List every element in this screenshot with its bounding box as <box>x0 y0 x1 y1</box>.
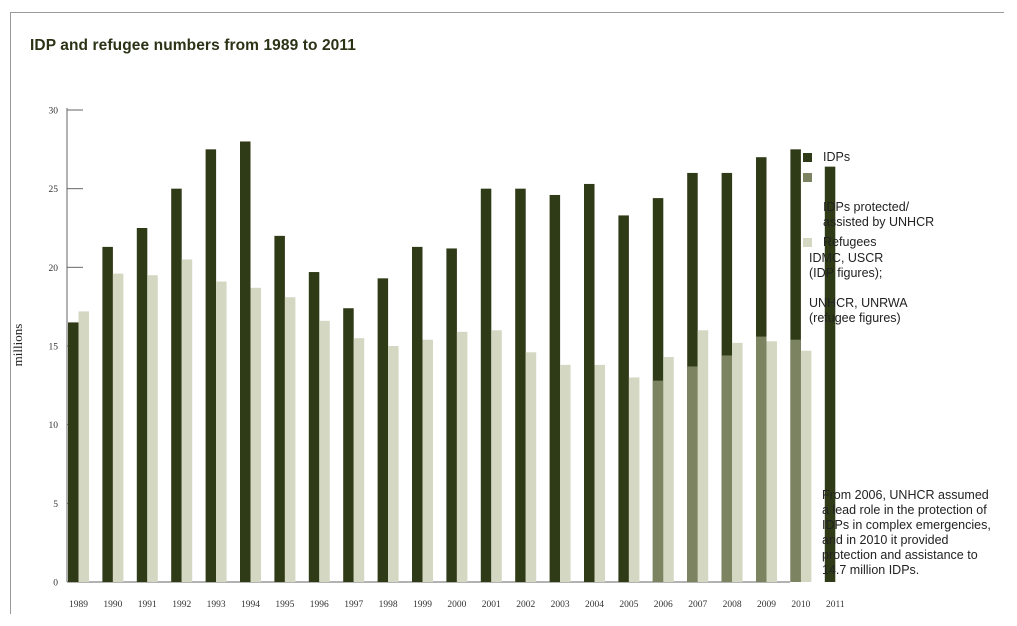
bar-idps-1989 <box>68 322 79 582</box>
bar-refugees-1998 <box>388 346 399 582</box>
x-tick-label-1994: 1994 <box>241 600 260 610</box>
bar-idps-unhcr-2006 <box>652 380 664 582</box>
legend-swatch-idps <box>803 153 812 162</box>
legend: IDPs IDPs protected/ assisted by UNHCR R… <box>803 150 934 250</box>
bar-refugees-1990 <box>112 273 124 582</box>
chart-title: IDP and refugee numbers from 1989 to 201… <box>30 37 356 54</box>
bar-idps-1994 <box>240 141 251 582</box>
bar-refugees-1993 <box>216 281 227 582</box>
bar-refugees-1992 <box>181 259 193 582</box>
y-tick-label-20: 20 <box>49 264 59 274</box>
x-tick-label-2003: 2003 <box>551 600 570 610</box>
bar-refugees-2007 <box>697 330 709 582</box>
y-tick-label-5: 5 <box>53 500 58 510</box>
footnote: From 2006, UNHCR assumed a lead role in … <box>822 488 991 577</box>
bar-idps-1991 <box>136 228 148 582</box>
legend-swatch-refugees <box>803 238 812 247</box>
bar-idps-1990 <box>102 246 113 582</box>
bar-refugees-1994 <box>250 287 261 582</box>
bar-idps-1999 <box>412 246 423 582</box>
bar-idps-1997 <box>343 308 354 582</box>
x-tick-label-2009: 2009 <box>757 600 776 610</box>
x-tick-label-1993: 1993 <box>207 600 226 610</box>
legend-swatch-idps-unhcr <box>803 173 812 182</box>
legend-label-idps: IDPs <box>823 150 851 164</box>
bar-idps-2005 <box>618 215 629 582</box>
bar-idps-1996 <box>308 272 320 582</box>
x-tick-label-1991: 1991 <box>138 600 157 610</box>
bar-refugees-2008 <box>732 342 743 582</box>
x-tick-label-2008: 2008 <box>723 600 742 610</box>
y-tick-label-30: 30 <box>49 107 59 117</box>
x-tick-label-2001: 2001 <box>482 600 501 610</box>
y-tick-label-10: 10 <box>49 421 59 431</box>
y-tick-label-0: 0 <box>53 579 58 589</box>
bar-refugees-2009 <box>766 341 777 582</box>
bar-idps-2000 <box>446 248 457 582</box>
bar-refugees-2006 <box>663 357 674 582</box>
bar-refugees-2001 <box>491 330 502 582</box>
legend-label-idps-unhcr: IDPs protected/ assisted by UNHCR <box>823 200 935 229</box>
x-tick-label-2005: 2005 <box>619 600 638 610</box>
bar-idps-1993 <box>205 149 217 583</box>
bar-refugees-2005 <box>628 377 640 582</box>
bar-refugees-1995 <box>284 297 296 582</box>
x-tick-label-1996: 1996 <box>310 600 329 610</box>
legend-item-refugees: Refugees <box>803 235 934 250</box>
x-tick-label-2011: 2011 <box>826 600 845 610</box>
x-tick-label-2007: 2007 <box>688 600 707 610</box>
legend-item-idps-unhcr: IDPs protected/ assisted by UNHCR <box>803 170 934 230</box>
bar-refugees-1997 <box>353 338 365 582</box>
bar-idps-unhcr-2008 <box>721 355 733 582</box>
bar-refugees-1989 <box>78 311 89 582</box>
bar-idps-unhcr-2010 <box>790 339 801 582</box>
bar-idps-2002 <box>515 188 526 582</box>
x-tick-label-1990: 1990 <box>103 600 122 610</box>
frame-top-line <box>10 12 1004 13</box>
bar-idps-unhcr-2007 <box>687 366 698 582</box>
sources-note: IDMC, USCR (IDP figures); UNHCR, UNRWA (… <box>809 251 908 325</box>
x-tick-label-1999: 1999 <box>413 600 432 610</box>
bar-refugees-2010 <box>800 350 812 582</box>
x-tick-label-1989: 1989 <box>69 600 88 610</box>
bar-idps-1995 <box>274 235 285 582</box>
bar-idps-1998 <box>377 278 389 582</box>
x-tick-label-1998: 1998 <box>379 600 398 610</box>
bar-idps-unhcr-2009 <box>756 336 767 582</box>
bar-idps-2003 <box>549 194 561 582</box>
x-tick-label-2004: 2004 <box>585 600 604 610</box>
bar-refugees-2002 <box>525 352 537 582</box>
bar-idps-2004 <box>584 183 595 583</box>
x-tick-label-1992: 1992 <box>172 600 191 610</box>
x-tick-label-2006: 2006 <box>654 600 673 610</box>
frame-left-line <box>10 12 11 614</box>
x-tick-label-1997: 1997 <box>344 600 363 610</box>
x-tick-label-1995: 1995 <box>275 600 294 610</box>
y-tick-label-15: 15 <box>49 343 59 353</box>
bar-refugees-1991 <box>147 275 158 582</box>
bar-idps-1992 <box>171 188 182 582</box>
bar-idps-2001 <box>480 188 492 582</box>
legend-label-refugees: Refugees <box>823 235 877 249</box>
bar-refugees-2004 <box>594 364 605 582</box>
bar-refugees-1996 <box>319 320 330 582</box>
bar-idps-2011 <box>824 166 836 582</box>
x-tick-label-2010: 2010 <box>791 600 810 610</box>
bar-refugees-1999 <box>422 339 433 582</box>
x-tick-label-2002: 2002 <box>516 600 535 610</box>
bar-refugees-2003 <box>560 364 571 582</box>
y-tick-label-25: 25 <box>49 185 59 195</box>
x-tick-label-2000: 2000 <box>447 600 466 610</box>
bar-refugees-2000 <box>456 331 468 582</box>
legend-item-idps: IDPs <box>803 150 934 165</box>
